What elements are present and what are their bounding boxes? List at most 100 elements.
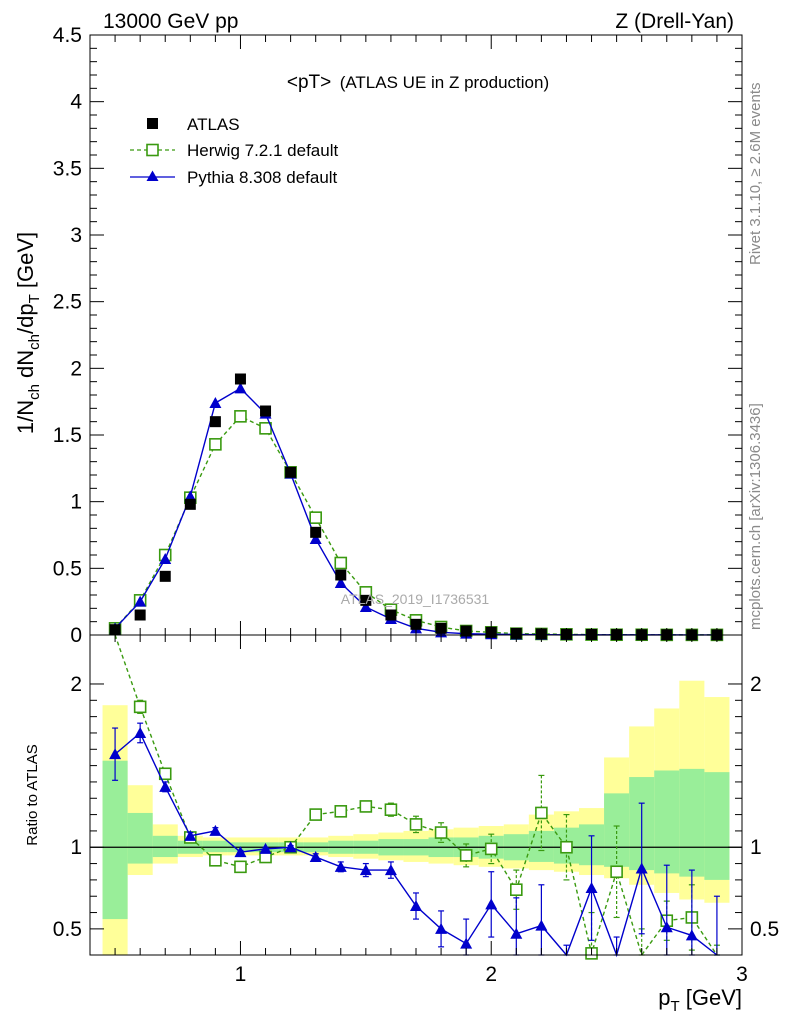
main-panel: 0 0.5 1 1.5 2 2.5 3 3.5 4 4.5 <pT> (ATLAS UE in Z… [13, 24, 743, 647]
ratio-herwig-point [510, 883, 523, 896]
ratio-pythia-point [435, 922, 448, 934]
main-pythia-point [209, 397, 222, 408]
header-left: 13000 GeV pp [103, 10, 238, 33]
ratio-band-inner [152, 835, 178, 858]
ratio-panel: 0.5 0.5 1 1 2 2 1 2 3 Ratio to ATLAS pT [GeV] [24, 634, 779, 1015]
side-text-top: Rivet 3.1.10, ≥ 2.6M events [747, 83, 764, 266]
main-ytick-label: 3.5 [53, 157, 82, 180]
xlabel-part-1: p [658, 985, 670, 1010]
ratio-pythia-point [585, 882, 598, 894]
ratio-pythia-point [535, 919, 548, 931]
main-atlas-point [285, 466, 297, 478]
chart-title: <pT> [287, 72, 331, 93]
legend-marker-pythia [146, 170, 159, 181]
ratio-herwig-point [209, 854, 222, 867]
ratio-pythia-point [485, 898, 498, 910]
ratio-x-ticks: 1 2 3 [114, 635, 748, 986]
main-atlas-point [260, 405, 272, 417]
legend-label-atlas: ATLAS [187, 115, 240, 134]
main-pythia-point [184, 490, 197, 502]
main-atlas-point [385, 609, 397, 621]
ratio-pythia-point [134, 726, 147, 738]
ratio-xtick-label: 1 [235, 963, 247, 986]
ratio-ytick-label-right: 2 [750, 673, 762, 696]
main-atlas-point [184, 498, 196, 510]
chart-title-group: <pT> (ATLAS UE in Z production) [287, 72, 549, 93]
ratio-herwig-point [535, 806, 548, 820]
ylabel-part-3: /dp [13, 303, 38, 334]
main-pythia-point [134, 595, 147, 607]
ratio-band-inner [102, 760, 128, 920]
main-atlas-point [209, 416, 221, 428]
ratio-pythia-point [159, 780, 172, 792]
ratio-herwig-point [309, 808, 322, 821]
ratio-herwig-point [459, 849, 473, 862]
main-ytick-label: 4.5 [53, 24, 82, 47]
ratio-herwig-point [384, 803, 398, 816]
main-herwig-point [334, 556, 348, 570]
main-atlas-point [159, 570, 171, 582]
legend: ATLAS Herwig 7.2.1 default Pythia 8.308 … [130, 115, 338, 187]
main-ytick-label: 2 [70, 357, 82, 380]
main-atlas-point [360, 594, 372, 606]
ratio-band-inner [127, 812, 153, 864]
legend-label-herwig: Herwig 7.2.1 default [187, 141, 338, 160]
ratio-herwig-point [610, 865, 623, 879]
ratio-band-inner [704, 772, 730, 880]
ratio-herwig-point [359, 800, 373, 813]
ratio-xtick-label: 2 [485, 963, 497, 986]
main-ytick-label: 1 [70, 491, 82, 514]
ylabel-sub-3: T [26, 294, 43, 303]
ratio-pythia-point [309, 851, 322, 863]
xlabel-part-2: [GeV] [680, 985, 742, 1010]
main-ytick-label: 1.5 [53, 424, 82, 447]
ratio-pythia-point [510, 927, 523, 939]
xlabel-sub: T [670, 998, 679, 1015]
ylabel-part-4: [GeV] [13, 232, 38, 294]
ratio-pythia-point [460, 937, 473, 949]
ratio-ytick-label: 1 [70, 836, 82, 859]
main-atlas-point [310, 526, 322, 538]
ratio-ytick-label-right: 0.5 [750, 918, 779, 941]
ratio-pythia-point [410, 900, 422, 912]
main-pythia-point [359, 601, 372, 612]
legend-label-pythia: Pythia 8.308 default [187, 168, 338, 187]
chart-subtitle: (ATLAS UE in Z production) [340, 73, 549, 92]
ratio-pythia-point [184, 829, 197, 841]
main-x-ticks [114, 35, 743, 635]
ratio-ytick-label-right: 1 [750, 836, 762, 859]
ratio-pythia-point [284, 841, 297, 853]
ratio-ytick-label: 2 [70, 673, 82, 696]
main-ytick-label: 2.5 [53, 291, 82, 314]
main-ytick-label: 3 [70, 224, 82, 247]
ratio-pythia-point [209, 824, 222, 836]
main-y-ticks: 0 0.5 1 1.5 2 2.5 3 3.5 4 4.5 [53, 24, 742, 647]
ratio-band-inner [604, 793, 630, 867]
ratio-pythia-point [359, 864, 372, 876]
ratio-pythia-point [109, 748, 122, 760]
header-right: Z (Drell-Yan) [615, 10, 734, 33]
ratio-y-ticks: 0.5 0.5 1 1 2 2 [53, 673, 779, 941]
ratio-herwig-point [484, 842, 498, 856]
ratio-band-inner [679, 768, 705, 877]
ratio-plot-area [90, 634, 742, 960]
ratio-herwig-point [434, 826, 448, 839]
ratio-band-inner [654, 770, 680, 874]
main-atlas-point [234, 373, 246, 385]
ratio-herwig-point [133, 700, 147, 714]
main-atlas-point [134, 609, 146, 621]
main-herwig-point [209, 438, 222, 451]
main-ytick-label: 0 [70, 624, 82, 647]
ratio-herwig-point [560, 840, 573, 854]
ratio-herwig-point [234, 860, 247, 874]
ratio-ytick-label: 0.5 [53, 918, 82, 941]
ylabel-part-2: dN [13, 350, 38, 384]
ratio-y-axis-label: Ratio to ATLAS [24, 744, 41, 845]
main-pythia-point [309, 533, 322, 544]
main-atlas-point [335, 569, 347, 581]
main-ytick-label: 0.5 [53, 557, 82, 580]
legend-marker-herwig [146, 143, 159, 157]
side-text-bottom: mcplots.cern.ch [arXiv:1306.3436] [747, 403, 764, 630]
legend-marker-atlas [147, 118, 158, 129]
main-pythia-point [234, 382, 247, 394]
